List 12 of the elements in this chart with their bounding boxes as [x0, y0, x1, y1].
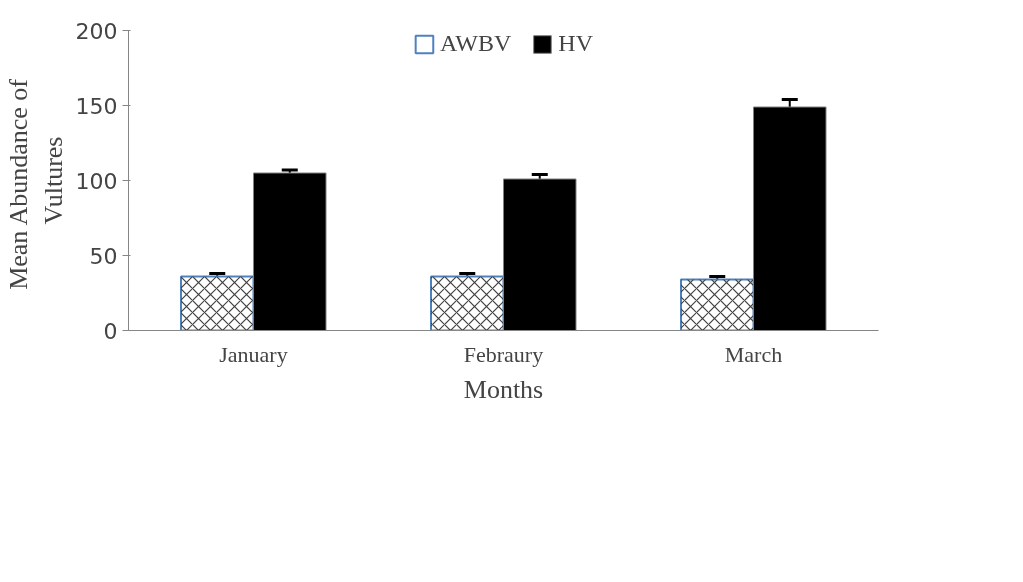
x-tick-label: Febraury	[463, 341, 544, 367]
y-tick-label: 0	[103, 318, 118, 344]
x-tick-label: March	[724, 341, 783, 367]
y-tick-label: 50	[89, 243, 118, 269]
y-tick-label: 100	[75, 168, 118, 194]
legend-label: AWBV	[439, 30, 512, 57]
legend-label: HV	[558, 30, 594, 57]
y-axis-title: Mean Abundance of Vultures	[3, 78, 68, 290]
x-tick-label: January	[219, 341, 288, 367]
x-axis-title: Months	[463, 374, 544, 404]
y-tick-label: 200	[75, 18, 118, 44]
y-tick-label: 150	[75, 93, 118, 119]
